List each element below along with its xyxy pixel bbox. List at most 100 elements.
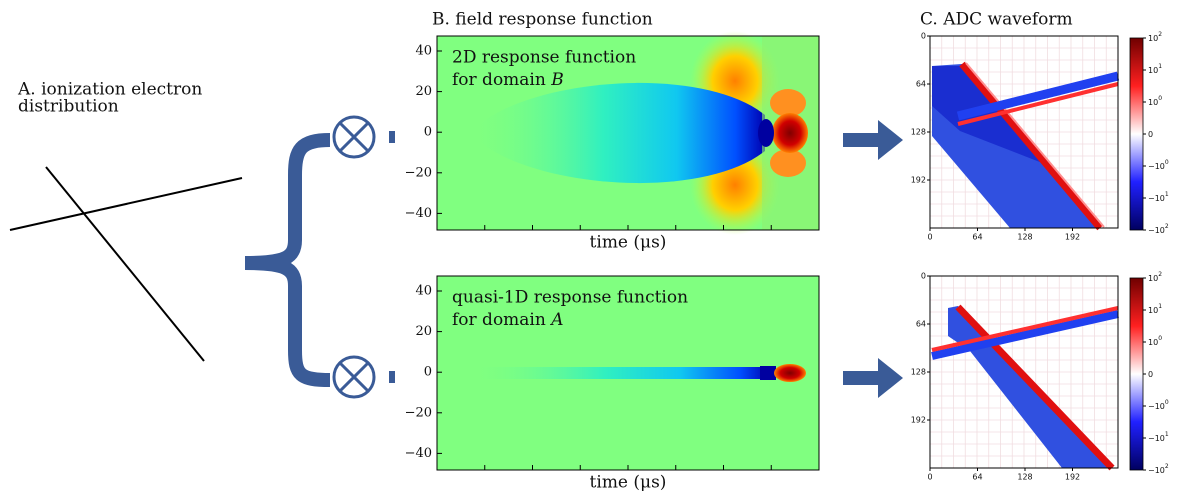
y-tick-label: −40 bbox=[405, 446, 432, 461]
colorbar-tick-label: −101 bbox=[1148, 431, 1169, 443]
x-tick-label: 128 bbox=[1017, 473, 1032, 482]
colorbar-tick-exp: 1 bbox=[1158, 63, 1162, 70]
y-tick-label: 20 bbox=[415, 84, 432, 99]
colorbar-tick-label: 102 bbox=[1148, 31, 1162, 43]
colorbar-tick-exp: 1 bbox=[1165, 431, 1169, 438]
colorbar-tick-label: 102 bbox=[1148, 271, 1162, 283]
colorbar-tick-label: −101 bbox=[1148, 191, 1169, 203]
y-tick-label: 0 bbox=[921, 32, 926, 41]
arrow bbox=[843, 120, 903, 160]
colorbar-tick-label: 101 bbox=[1148, 303, 1162, 315]
y-tick-label: 0 bbox=[424, 365, 432, 380]
colorbar-tick-exp: 2 bbox=[1165, 463, 1169, 470]
colorbar-tick-label: 101 bbox=[1148, 63, 1162, 75]
y-tick-label: 64 bbox=[916, 80, 926, 89]
signal-band bbox=[965, 62, 1105, 228]
colorbar-tick-base: −10 bbox=[1148, 402, 1165, 411]
colorbar-tick-base: 0 bbox=[1148, 130, 1153, 139]
colorbar-tick-base: 10 bbox=[1148, 338, 1158, 347]
colorbar-tick-base: 10 bbox=[1148, 98, 1158, 107]
panel-title: A. ionization electron bbox=[17, 80, 202, 100]
y-tick-label: 128 bbox=[911, 368, 926, 377]
colorbar-tick-base: 0 bbox=[1148, 370, 1153, 379]
colorbar-tick-base: 10 bbox=[1148, 306, 1158, 315]
y-tick-label: 192 bbox=[911, 416, 926, 425]
signal-band bbox=[956, 71, 1120, 121]
colorbar-tick-label: −100 bbox=[1148, 159, 1169, 171]
colorbar-tick-exp: 1 bbox=[1158, 303, 1162, 310]
field-bulge bbox=[470, 82, 765, 184]
dash bbox=[389, 371, 395, 383]
colorbar bbox=[1129, 277, 1144, 471]
x-axis-label: time (μs) bbox=[590, 233, 667, 253]
colorbar-tick-base: 10 bbox=[1148, 274, 1158, 283]
colorbar-tick-label: −102 bbox=[1148, 463, 1169, 475]
x-tick-label: 64 bbox=[972, 233, 982, 242]
y-tick-label: 0 bbox=[921, 272, 926, 281]
colorbar-tick-label: 100 bbox=[1148, 335, 1162, 347]
colorbar-tick-label: 0 bbox=[1148, 370, 1153, 379]
colorbar-tick-base: −10 bbox=[1148, 194, 1165, 203]
annotation-text: for domain bbox=[452, 70, 546, 90]
annotation: quasi-1D response function bbox=[452, 288, 688, 308]
x-tick-label: 0 bbox=[927, 233, 932, 242]
hot-spot bbox=[770, 149, 806, 177]
x-tick-label: 128 bbox=[1017, 233, 1032, 242]
cold-spot bbox=[760, 366, 776, 380]
dash bbox=[389, 131, 395, 143]
y-tick-label: 64 bbox=[916, 320, 926, 329]
annotation: 2D response function bbox=[452, 48, 636, 68]
y-tick-label: 40 bbox=[415, 44, 432, 59]
convolution-symbol bbox=[338, 121, 370, 153]
x-tick-label: 192 bbox=[1065, 233, 1080, 242]
colorbar-tick-exp: 2 bbox=[1158, 31, 1162, 38]
hot-spot bbox=[772, 113, 808, 153]
y-tick-label: 0 bbox=[424, 125, 432, 140]
domain-label: A bbox=[549, 310, 563, 330]
signal-band bbox=[931, 310, 1119, 360]
colorbar-tick-exp: 2 bbox=[1158, 271, 1162, 278]
colorbar-tick-exp: 0 bbox=[1165, 399, 1169, 406]
y-tick-label: 40 bbox=[415, 284, 432, 299]
colorbar-tick-label: 100 bbox=[1148, 95, 1162, 107]
arrow bbox=[843, 358, 903, 398]
convolution-symbol bbox=[332, 355, 376, 399]
colorbar-tick-base: −10 bbox=[1148, 226, 1165, 235]
signal-band bbox=[959, 61, 1103, 231]
colorbar-tick-base: 10 bbox=[1148, 34, 1158, 43]
signal-band bbox=[955, 304, 1115, 471]
y-tick-label: 192 bbox=[911, 176, 926, 185]
x-tick-label: 192 bbox=[1065, 473, 1080, 482]
heatmap: 40 20 0 −20 −40 quasi-1D response functionfor… bbox=[405, 275, 820, 493]
x-tick-label: 64 bbox=[972, 473, 982, 482]
brace bbox=[244, 133, 331, 387]
colorbar-tick-exp: 0 bbox=[1165, 159, 1169, 166]
colorbar-tick-exp: 2 bbox=[1165, 223, 1169, 230]
field-band bbox=[470, 367, 770, 379]
panel-title: B. field response function bbox=[432, 10, 653, 30]
panel-title: C. ADC waveform bbox=[920, 10, 1073, 30]
colorbar bbox=[1129, 37, 1144, 231]
y-tick-label: 128 bbox=[911, 128, 926, 137]
colorbar-tick-label: −102 bbox=[1148, 223, 1169, 235]
colorbar-tick-label: 0 bbox=[1148, 130, 1153, 139]
y-tick-label: −40 bbox=[405, 206, 432, 221]
colorbar-tick-base: 10 bbox=[1148, 66, 1158, 75]
colorbar-tick-base: −10 bbox=[1148, 466, 1165, 475]
hot-spot bbox=[770, 89, 806, 117]
y-tick-label: −20 bbox=[405, 165, 432, 180]
annotation: for domain A bbox=[452, 310, 564, 330]
convolution-symbol bbox=[338, 361, 370, 393]
annotation-text: for domain bbox=[452, 310, 546, 330]
hot-spot bbox=[774, 364, 806, 382]
track bbox=[45, 166, 205, 362]
colorbar-tick-exp: 0 bbox=[1158, 95, 1162, 102]
domain-label: B bbox=[550, 70, 564, 90]
signal-band bbox=[931, 306, 1119, 352]
colorbar-tick-exp: 1 bbox=[1165, 191, 1169, 198]
colorbar-tick-label: −100 bbox=[1148, 399, 1169, 411]
